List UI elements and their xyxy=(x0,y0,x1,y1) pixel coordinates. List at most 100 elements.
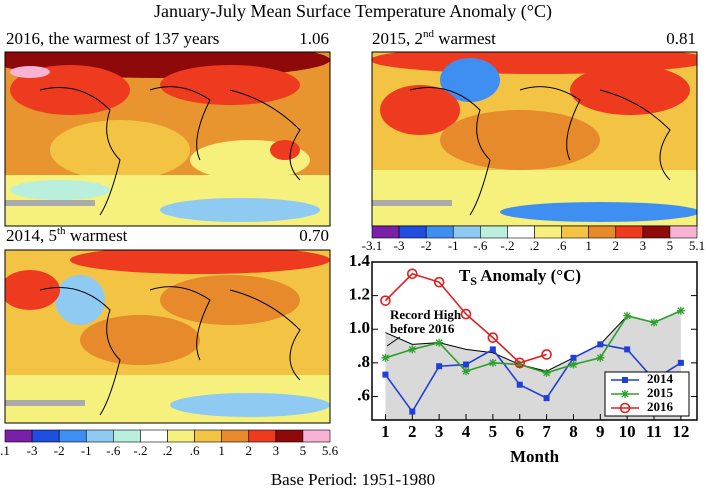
marker xyxy=(435,338,444,347)
colorbar-label: .6 xyxy=(190,443,200,458)
title-part: Anomaly (°C) xyxy=(477,266,581,285)
legend-label: 2016 xyxy=(647,399,674,414)
colorbar-label: -1 xyxy=(448,238,459,253)
marker xyxy=(597,341,604,348)
colorbar-swatch xyxy=(669,225,698,239)
colorbar-label: 5.6 xyxy=(322,443,339,458)
legend-label: 2014 xyxy=(647,371,674,386)
marker xyxy=(436,363,443,370)
colorbar-label: 2 xyxy=(613,238,620,253)
colorbar-label: -3 xyxy=(27,443,38,458)
marker xyxy=(460,308,472,320)
colorbar-swatch xyxy=(85,429,114,443)
title-part: S xyxy=(470,274,477,288)
colorbar-label: .6 xyxy=(557,238,567,253)
x-tick-label: 9 xyxy=(596,422,605,441)
map-frame xyxy=(4,51,331,227)
colorbar-label: -2 xyxy=(421,238,432,253)
colorbar-label: -.2 xyxy=(500,238,514,253)
colorbar-label: 3 xyxy=(640,238,647,253)
x-tick-label: 8 xyxy=(569,422,578,441)
marker xyxy=(488,358,497,367)
x-tick-label: 2 xyxy=(408,422,417,441)
colorbar-swatch xyxy=(534,225,562,239)
map-frame xyxy=(4,249,331,424)
legend-marker xyxy=(622,377,628,383)
marker xyxy=(463,361,470,368)
marker xyxy=(542,368,551,377)
panel-label: 2016, the warmest of 137 years xyxy=(6,29,219,48)
marker xyxy=(569,360,578,369)
colorbar-label: .1 xyxy=(0,443,10,458)
legend-marker xyxy=(619,402,631,414)
panel-value: 1.06 xyxy=(299,29,329,48)
marker xyxy=(515,360,524,369)
chart-title: TS Anomaly (°C) xyxy=(459,266,581,288)
marker xyxy=(489,346,496,353)
colorbar-swatch xyxy=(248,429,277,443)
map xyxy=(372,52,697,226)
panel-label: 2014, 5th warmest xyxy=(6,225,128,245)
map xyxy=(5,250,330,423)
marker xyxy=(406,268,418,280)
colorbar-swatch xyxy=(398,225,427,239)
colorbar-swatch xyxy=(642,225,671,239)
series-line xyxy=(384,272,547,364)
plot-frame xyxy=(371,261,698,421)
colorbar-label: -3.1 xyxy=(362,238,383,253)
figure-title: January-July Mean Surface Temperature An… xyxy=(154,1,552,22)
colorbar-swatch xyxy=(425,225,454,239)
colorbar-swatch xyxy=(561,225,589,239)
colorbar-swatch xyxy=(221,429,250,443)
x-tick-label: 7 xyxy=(542,422,551,441)
x-tick-label: 3 xyxy=(435,422,444,441)
colorbar-label: -1 xyxy=(81,443,92,458)
colorbar-swatch xyxy=(167,429,195,443)
colorbar-label: 5 xyxy=(667,238,674,253)
colorbar-label: 1 xyxy=(218,443,225,458)
colorbar-swatch xyxy=(31,429,60,443)
colorbar-label: 5.1 xyxy=(689,238,705,253)
colorbar-swatch xyxy=(371,225,400,239)
marker xyxy=(433,276,445,288)
colorbar-swatch xyxy=(302,429,331,443)
colorbar-label: -.2 xyxy=(133,443,147,458)
marker xyxy=(382,371,389,378)
colorbar-swatch xyxy=(480,225,508,239)
marker xyxy=(516,381,523,388)
marker xyxy=(624,346,631,353)
colorbar-swatch xyxy=(615,225,644,239)
annotation-arrow xyxy=(386,336,401,347)
legend-label: 2015 xyxy=(647,385,674,400)
colorbar-swatch xyxy=(58,429,87,443)
marker xyxy=(514,357,526,369)
annotation: before 2016 xyxy=(390,321,455,336)
colorbar-label: 1 xyxy=(585,238,592,253)
y-tick-label: .6 xyxy=(357,385,370,404)
series-line xyxy=(384,343,682,414)
colorbar-swatch xyxy=(507,225,535,239)
marker xyxy=(409,408,416,415)
x-tick-label: 12 xyxy=(672,422,689,441)
footer: Base Period: 1951-1980 xyxy=(271,470,435,489)
marker xyxy=(676,306,685,315)
colorbar-swatch xyxy=(4,429,33,443)
y-tick-label: 1.0 xyxy=(349,318,370,337)
colorbar-label: -2 xyxy=(54,443,65,458)
panel-label: 2015, 2nd warmest xyxy=(372,28,496,48)
marker xyxy=(487,332,499,343)
marker xyxy=(596,353,605,362)
marker xyxy=(541,349,552,360)
y-tick-label: 1.4 xyxy=(349,251,371,270)
x-tick-label: 10 xyxy=(619,422,636,441)
annotation: Record High xyxy=(390,307,462,322)
marker xyxy=(543,395,550,402)
colorbar-swatch xyxy=(113,429,141,443)
colorbar-swatch xyxy=(194,429,222,443)
x-tick-label: 11 xyxy=(646,422,662,441)
colorbar-label: 3 xyxy=(273,443,280,458)
colorbar-label: -3 xyxy=(394,238,405,253)
colorbar-label: -.6 xyxy=(106,443,121,458)
colorbar-swatch xyxy=(452,225,481,239)
